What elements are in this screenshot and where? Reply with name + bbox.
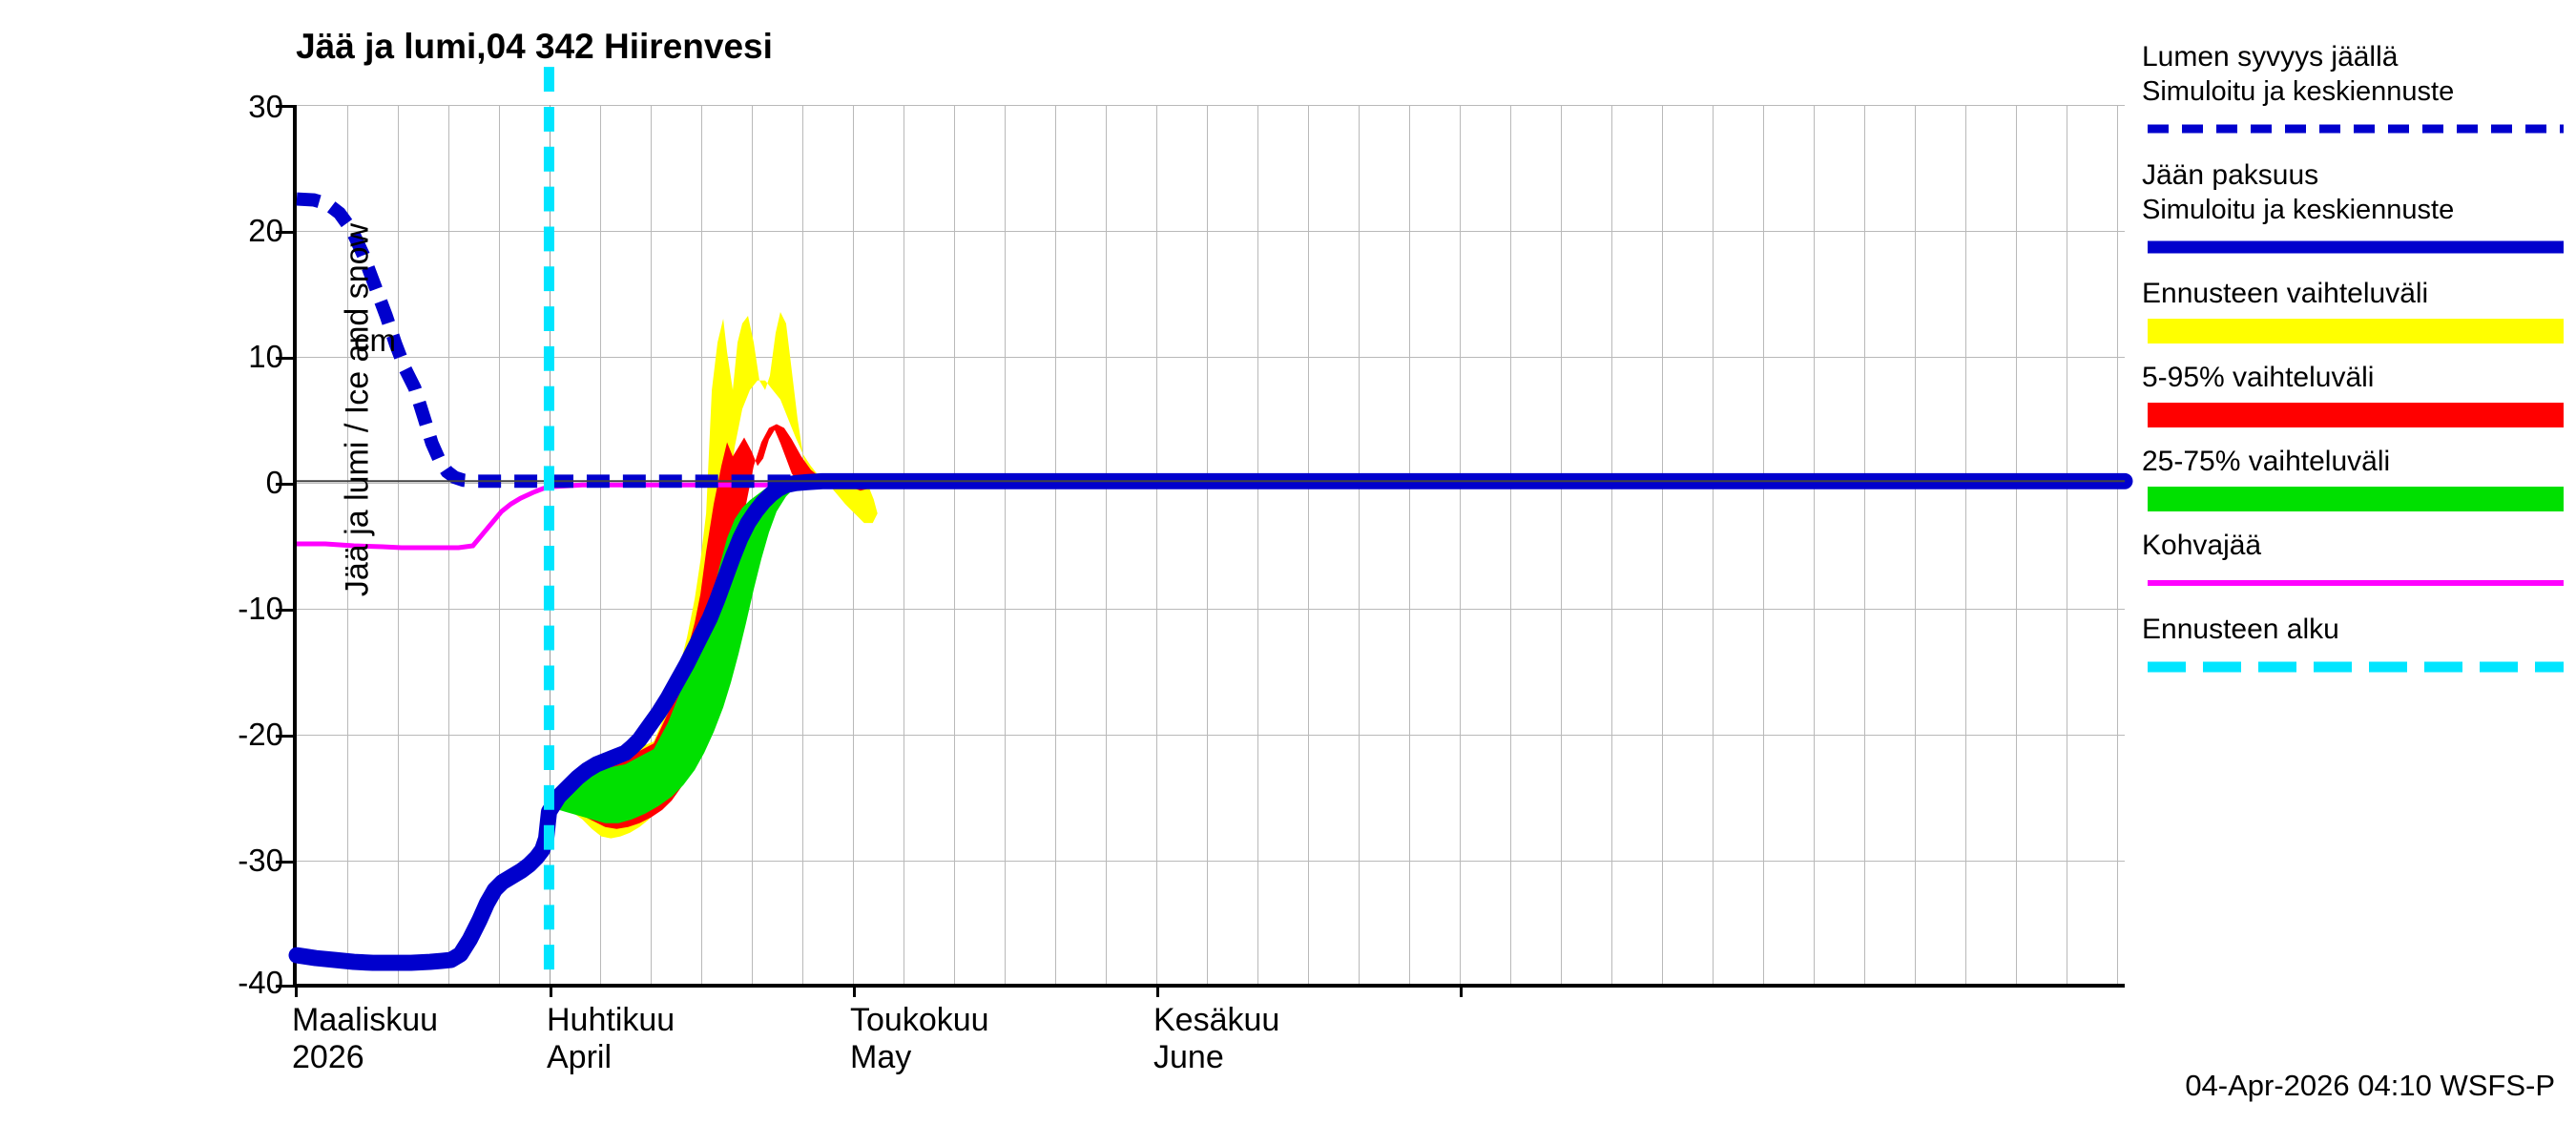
- gridline-v: [1510, 105, 1511, 984]
- gridline-v: [1814, 105, 1815, 984]
- gridline-h-m30: [297, 861, 2125, 862]
- gridline-v: [1460, 105, 1461, 984]
- x-tick-label-may: Toukokuu May: [850, 1002, 989, 1075]
- gridline-v: [853, 105, 854, 984]
- legend-item-kohvajaa: Kohvajää: [2142, 529, 2571, 599]
- gridline-v: [1662, 105, 1663, 984]
- gridline-h-30: [297, 105, 2125, 106]
- gridline-v: [1055, 105, 1056, 984]
- gridline-v: [1005, 105, 1006, 984]
- y-tick: [276, 861, 297, 864]
- legend-item-forecast-start: Ennusteen alku: [2142, 613, 2571, 683]
- legend: Lumen syvyys jäällä Simuloitu ja keskien…: [2142, 40, 2571, 697]
- y-tick-label: 0: [265, 465, 283, 500]
- legend-item-forecast-range: Ennusteen vaihteluväli: [2142, 277, 2571, 347]
- legend-swatch-kohvajaa: [2142, 567, 2571, 599]
- legend-swatch-forecast-range: [2142, 315, 2571, 347]
- gridline-v: [600, 105, 601, 984]
- gridline-v: [1763, 105, 1764, 984]
- gridline-v: [651, 105, 652, 984]
- gridline-v: [1713, 105, 1714, 984]
- gridline-v: [1915, 105, 1916, 984]
- y-tick: [276, 231, 297, 234]
- legend-swatch-5-95-range: [2142, 399, 2571, 431]
- gridline-v-month-april: [550, 105, 551, 984]
- band-25-75-vaihteluvali: [549, 481, 864, 823]
- y-tick-label: 10: [248, 339, 283, 374]
- gridline-v: [1611, 105, 1612, 984]
- gridline-v: [954, 105, 955, 984]
- gridline-h-m20: [297, 735, 2125, 736]
- x-tick: [295, 984, 298, 997]
- x-tick: [1460, 984, 1463, 997]
- gridline-v: [1308, 105, 1309, 984]
- y-axis-unit: cm: [354, 323, 396, 358]
- legend-swatch-snow-depth: [2142, 113, 2571, 145]
- legend-label: Kohvajää: [2142, 530, 2262, 561]
- series-kohvajaa: [297, 482, 2125, 551]
- series-lumen-syvyys: [296, 192, 2125, 489]
- y-tick-label: -10: [238, 591, 283, 626]
- gridline-v: [2016, 105, 2017, 984]
- page-title: Jää ja lumi,04 342 Hiirenvesi: [296, 27, 773, 66]
- y-tick: [276, 105, 297, 108]
- legend-item-ice-thickness: Jään paksuus Simuloitu ja keskiennuste: [2142, 158, 2571, 263]
- legend-label: Ennusteen alku: [2142, 614, 2339, 645]
- legend-item-25-75-range: 25-75% vaihteluväli: [2142, 445, 2571, 515]
- legend-label: Jään paksuus: [2142, 159, 2319, 191]
- y-tick: [276, 609, 297, 612]
- legend-label: Lumen syvyys jäällä: [2142, 41, 2399, 73]
- legend-sublabel: Simuloitu ja keskiennuste: [2142, 76, 2455, 107]
- y-tick-label: 20: [248, 213, 283, 248]
- legend-item-snow-depth: Lumen syvyys jäällä Simuloitu ja keskien…: [2142, 40, 2571, 145]
- gridline-v: [1257, 105, 1258, 984]
- y-tick: [276, 357, 297, 360]
- gridline-v: [499, 105, 500, 984]
- y-tick-label: -30: [238, 843, 283, 878]
- y-tick-label: -20: [238, 717, 283, 752]
- legend-item-5-95-range: 5-95% vaihteluväli: [2142, 361, 2571, 431]
- legend-swatch-ice-thickness: [2142, 231, 2571, 263]
- gridline-v: [1561, 105, 1562, 984]
- x-tick-label-march: Maaliskuu 2026: [292, 1002, 439, 1075]
- series-jaan-paksuus: [288, 472, 2133, 971]
- x-tick: [550, 984, 552, 997]
- series-layer: [288, 67, 2133, 984]
- gridline-v: [802, 105, 803, 984]
- legend-swatch-25-75-range: [2142, 483, 2571, 515]
- y-axis-title: Jää ja lumi / Ice and snow: [339, 222, 376, 597]
- gridline-v: [1864, 105, 1865, 984]
- gridline-v: [1965, 105, 1966, 984]
- gridline-v: [2117, 105, 2118, 984]
- gridline-v: [1207, 105, 1208, 984]
- gridline-v: [398, 105, 399, 984]
- timestamp: 04-Apr-2026 04:10 WSFS-P: [2185, 1069, 2555, 1102]
- x-tick-label-june: Kesäkuu June: [1153, 1002, 1280, 1075]
- legend-swatch-forecast-start: [2142, 651, 2571, 683]
- gridline-v: [1359, 105, 1360, 984]
- gridline-v: [1156, 105, 1157, 984]
- gridline-v: [1409, 105, 1410, 984]
- x-tick-label-april: Huhtikuu April: [547, 1002, 675, 1075]
- gridline-v: [448, 105, 449, 984]
- y-tick-label: 30: [248, 89, 283, 124]
- legend-sublabel: Simuloitu ja keskiennuste: [2142, 195, 2455, 225]
- legend-label: Ennusteen vaihteluväli: [2142, 278, 2429, 309]
- x-tick: [1156, 984, 1159, 997]
- legend-label: 5-95% vaihteluväli: [2142, 362, 2375, 393]
- y-tick: [276, 985, 297, 988]
- y-tick-label: -40: [238, 965, 283, 1000]
- gridline-h-20: [297, 231, 2125, 232]
- y-tick: [276, 483, 297, 486]
- gridline-h-m10: [297, 609, 2125, 610]
- y-tick: [276, 735, 297, 738]
- plot-area: 30 20 10 0 -10 -20 -30 -40: [238, 67, 2133, 1075]
- x-tick: [853, 984, 856, 997]
- legend-label: 25-75% vaihteluväli: [2142, 446, 2391, 477]
- gridline-v: [701, 105, 702, 984]
- gridline-v: [1106, 105, 1107, 984]
- gridline-h-10: [297, 357, 2125, 358]
